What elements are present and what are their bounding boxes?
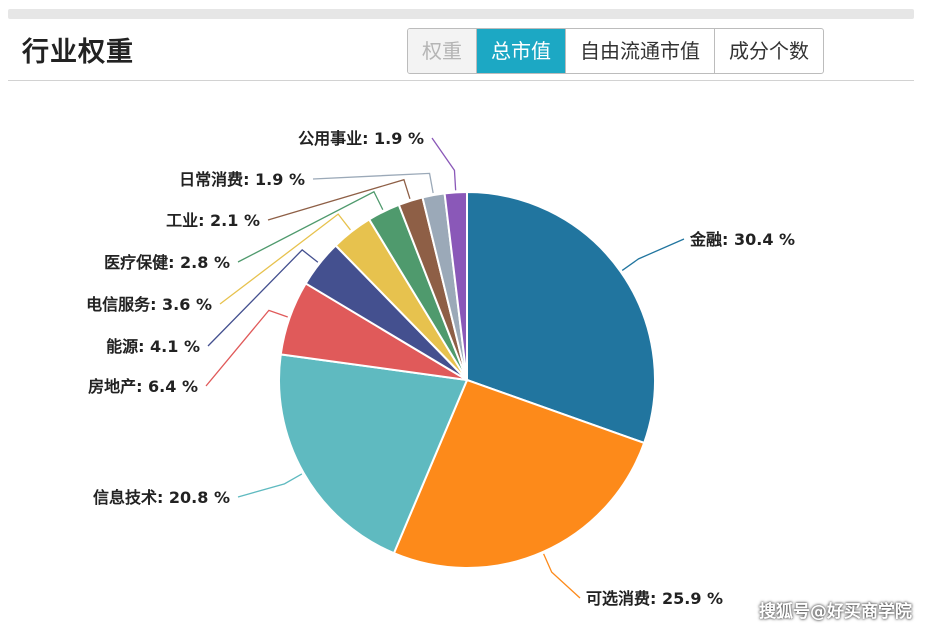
top-bar bbox=[8, 9, 914, 19]
header-divider bbox=[8, 80, 914, 81]
slice-label-10: 公用事业: 1.9 % bbox=[298, 129, 424, 148]
leader-line-6 bbox=[219, 213, 351, 305]
pie-slice-10[interactable] bbox=[443, 190, 468, 381]
slice-label-9: 日常消费: 1.9 % bbox=[179, 170, 305, 189]
leader-line-3 bbox=[237, 473, 303, 498]
tab-weight[interactable]: 权重 bbox=[408, 29, 477, 73]
slice-label-2: 可选消费: 25.9 % bbox=[586, 589, 723, 608]
pie-slice-2[interactable] bbox=[392, 378, 646, 569]
slice-label-7: 医疗保健: 2.8 % bbox=[104, 253, 230, 272]
slice-label-3: 信息技术: 20.8 % bbox=[93, 488, 230, 507]
slice-label-1: 金融: 30.4 % bbox=[689, 230, 795, 249]
leader-line-9 bbox=[312, 172, 434, 194]
pie-slice-1[interactable] bbox=[466, 190, 656, 445]
leader-line-5 bbox=[207, 249, 319, 347]
slice-label-8: 工业: 2.1 % bbox=[166, 211, 260, 230]
slice-label-4: 房地产: 6.4 % bbox=[88, 377, 198, 396]
tab-constituent-count[interactable]: 成分个数 bbox=[729, 39, 809, 63]
metric-tabs: 权重 总市值 自由流通市值 成分个数 bbox=[407, 28, 824, 74]
tab-total-market-cap[interactable]: 总市值 bbox=[477, 29, 566, 73]
page-title: 行业权重 bbox=[22, 37, 134, 68]
leader-line-10 bbox=[431, 137, 457, 191]
slice-label-6: 电信服务: 3.6 % bbox=[86, 295, 212, 314]
slice-label-5: 能源: 4.1 % bbox=[106, 337, 200, 356]
leader-line-4 bbox=[205, 309, 288, 387]
leader-line-7 bbox=[237, 190, 384, 263]
watermark: 搜狐号@好买商学院 bbox=[759, 602, 912, 622]
leader-line-8 bbox=[267, 178, 411, 221]
tab-free-float-market-cap[interactable]: 自由流通市值 bbox=[566, 29, 715, 73]
leader-line-2 bbox=[543, 553, 581, 599]
leader-line-1 bbox=[621, 238, 685, 271]
pie-slice-3[interactable] bbox=[278, 353, 469, 555]
